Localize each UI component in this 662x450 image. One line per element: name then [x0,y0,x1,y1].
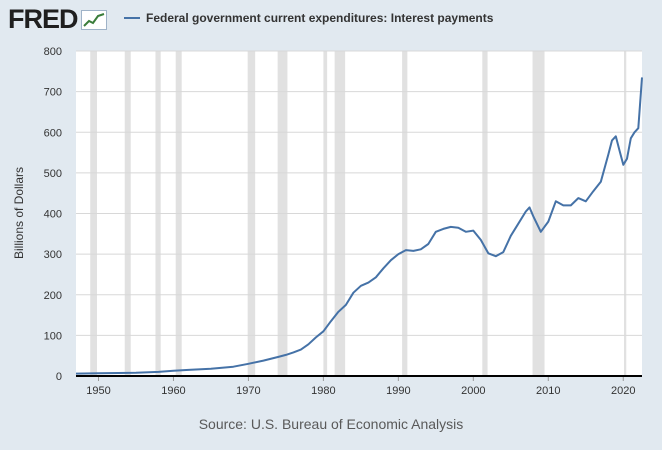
x-tick-label: 2020 [611,385,635,397]
y-gridlines [76,50,642,336]
x-tick-label: 1960 [161,385,185,397]
x-tick-label: 1980 [311,385,335,397]
y-tick-label: 800 [44,46,62,58]
series-group [75,77,643,375]
y-axis-label: Billions of Dollars [12,167,26,259]
fred-logo-text: FRED [8,4,78,34]
y-tick-label: 100 [44,330,62,342]
legend-series-swatch [124,17,140,19]
legend-series-label: Federal government current expenditures:… [146,11,494,25]
y-axis-ticks: 0 100 200 300 400 500 600 700 800 [44,46,62,383]
fred-graph-icon [80,9,107,30]
series-line [75,77,643,375]
x-axis-ticks: 1950 1960 1970 1980 1990 2000 2010 2020 [86,376,636,397]
source-note: Source: U.S. Bureau of Economic Analysis [198,416,464,432]
x-tick-label: 2000 [461,385,485,397]
fred-logo[interactable]: FRED [8,6,107,33]
y-tick-label: 200 [44,290,62,302]
y-tick-label: 700 [44,87,62,99]
x-tick-label: 1950 [86,385,110,397]
x-tick-label: 2010 [536,385,560,397]
x-tick-label: 1990 [386,385,410,397]
y-tick-label: 600 [44,127,62,139]
y-tick-label: 500 [44,168,62,180]
chart-legend: Federal government current expenditures:… [124,11,493,25]
y-tick-label: 300 [44,249,62,261]
x-tick-label: 1970 [236,385,260,397]
y-tick-label: 400 [44,209,62,221]
y-tick-label: 0 [56,371,62,383]
